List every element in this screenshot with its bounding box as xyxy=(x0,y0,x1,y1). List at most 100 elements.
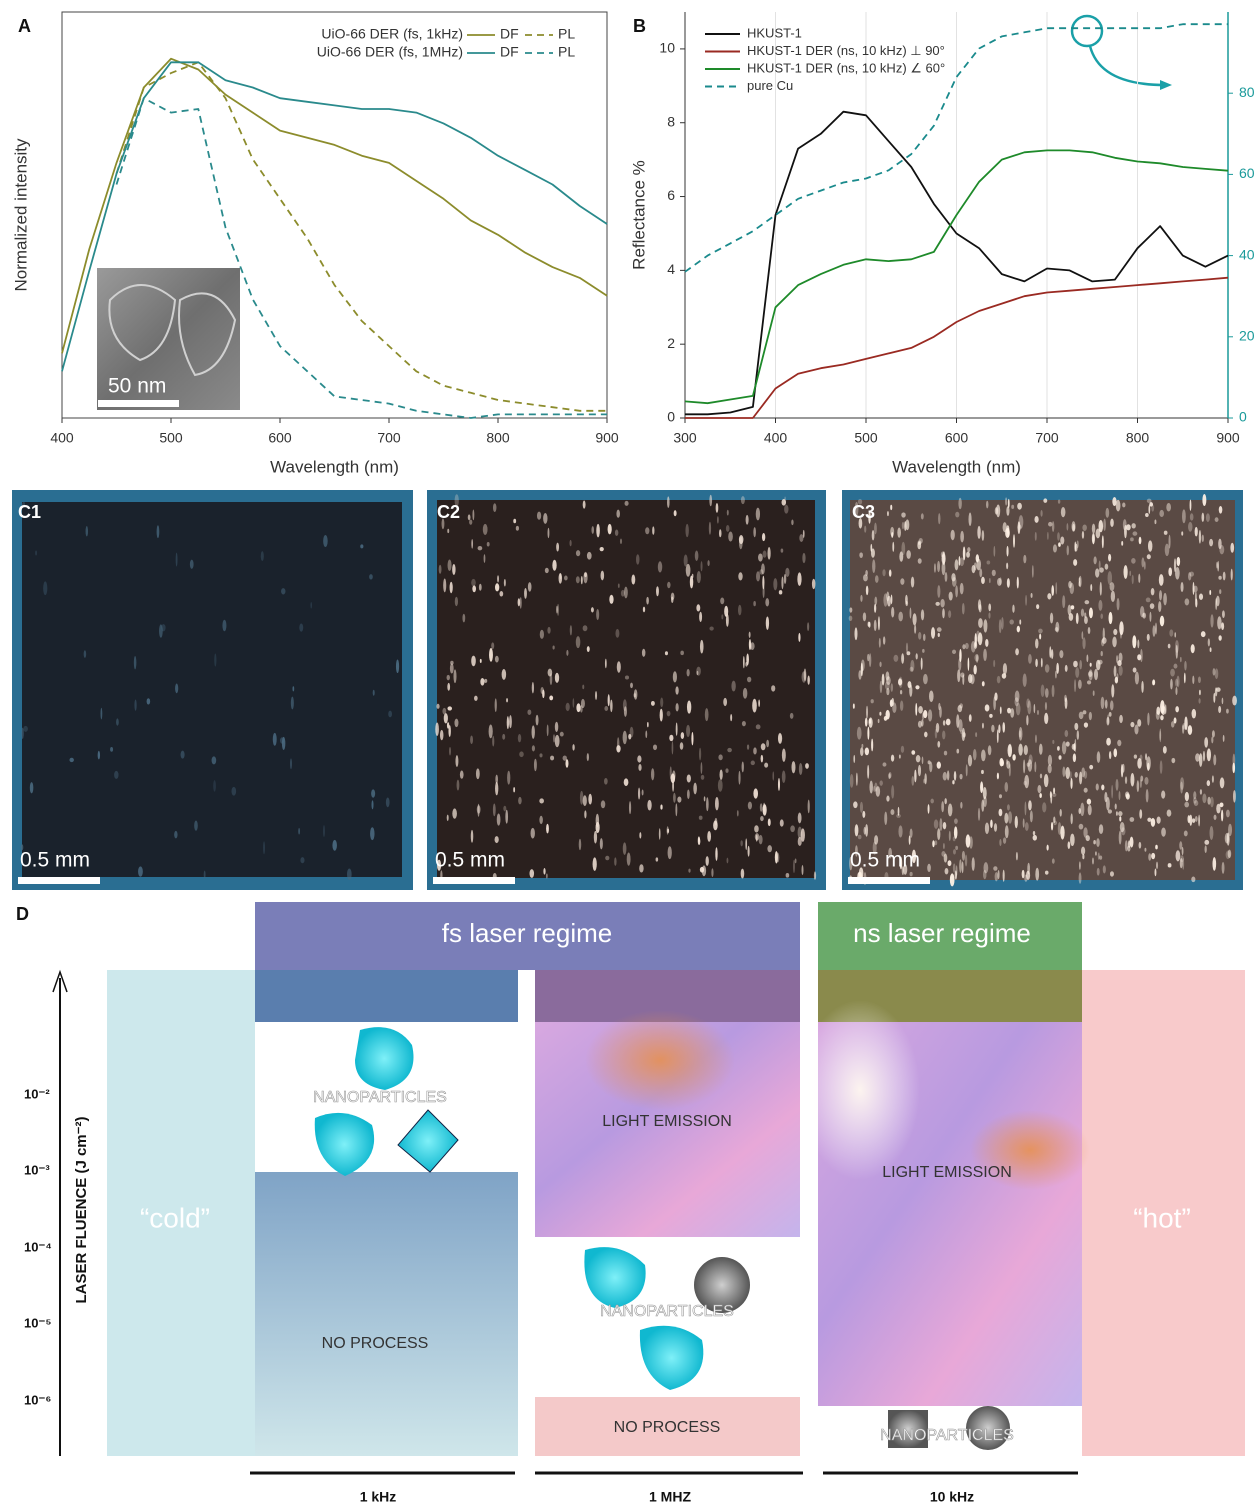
texture xyxy=(1135,672,1139,685)
texture xyxy=(955,585,958,597)
texture xyxy=(1022,870,1025,878)
texture xyxy=(1144,777,1148,785)
y-tick-label: 2 xyxy=(667,335,675,351)
texture xyxy=(676,723,678,736)
texture xyxy=(1028,800,1032,810)
texture xyxy=(953,836,956,841)
texture xyxy=(849,616,853,621)
texture xyxy=(1109,612,1113,624)
texture xyxy=(1213,693,1215,703)
texture xyxy=(973,665,976,675)
texture xyxy=(906,550,911,559)
texture xyxy=(786,873,790,878)
texture xyxy=(886,710,890,720)
texture xyxy=(889,570,892,577)
texture xyxy=(1140,606,1144,617)
texture xyxy=(966,552,970,558)
texture xyxy=(1176,850,1181,861)
texture xyxy=(869,717,873,728)
texture xyxy=(493,503,496,512)
texture xyxy=(1160,760,1163,774)
texture xyxy=(646,597,649,605)
texture xyxy=(593,857,597,871)
texture xyxy=(975,732,977,737)
texture xyxy=(555,722,558,732)
texture xyxy=(658,561,662,572)
texture xyxy=(688,869,690,873)
texture xyxy=(979,568,982,577)
texture xyxy=(916,755,921,762)
texture xyxy=(1130,722,1134,727)
texture xyxy=(1059,755,1062,760)
texture xyxy=(1000,706,1002,714)
texture xyxy=(891,755,894,762)
annotation-arrowhead xyxy=(1160,80,1172,90)
texture xyxy=(802,865,804,875)
texture xyxy=(959,774,962,780)
texture xyxy=(114,771,118,779)
texture xyxy=(447,675,450,680)
texture xyxy=(701,762,703,774)
texture xyxy=(1141,681,1144,693)
texture xyxy=(543,868,545,875)
column-band xyxy=(255,970,518,1022)
texture xyxy=(1067,523,1069,530)
panel-label: D xyxy=(16,904,29,924)
texture xyxy=(945,572,948,582)
texture xyxy=(675,803,677,816)
texture xyxy=(545,568,549,573)
texture xyxy=(697,671,699,675)
texture xyxy=(624,778,629,786)
texture xyxy=(495,698,497,712)
scale-bar-label: 0.5 mm xyxy=(850,849,920,872)
texture xyxy=(1034,516,1038,523)
texture xyxy=(1027,863,1030,875)
texture xyxy=(1097,751,1101,763)
texture xyxy=(973,749,977,760)
texture xyxy=(867,727,869,740)
y-axis-title: Reflectance % xyxy=(629,160,648,270)
texture xyxy=(605,659,607,669)
texture xyxy=(1074,679,1076,692)
texture xyxy=(1095,568,1099,577)
texture xyxy=(548,669,553,677)
texture xyxy=(1228,850,1232,859)
texture xyxy=(69,758,73,762)
texture xyxy=(531,828,535,839)
texture xyxy=(1155,869,1157,877)
texture xyxy=(1023,781,1027,786)
texture xyxy=(799,763,803,775)
texture xyxy=(1073,661,1078,668)
texture xyxy=(668,846,672,859)
texture xyxy=(928,760,931,764)
texture xyxy=(860,595,862,602)
texture xyxy=(1110,700,1114,710)
texture xyxy=(972,857,975,871)
texture xyxy=(580,791,583,805)
texture xyxy=(966,764,968,776)
texture xyxy=(1208,638,1210,646)
hot-label: “hot” xyxy=(1133,1202,1191,1233)
texture xyxy=(660,709,663,722)
texture xyxy=(455,755,458,767)
texture xyxy=(1184,717,1187,731)
texture xyxy=(879,780,882,785)
texture xyxy=(630,683,633,689)
texture xyxy=(625,675,629,679)
texture xyxy=(636,554,640,564)
texture xyxy=(867,765,869,779)
texture xyxy=(994,693,997,701)
texture xyxy=(615,530,618,536)
texture xyxy=(1002,722,1005,733)
texture xyxy=(721,614,723,619)
texture xyxy=(1071,813,1073,824)
texture xyxy=(499,591,503,597)
texture xyxy=(1195,527,1198,537)
zone-label: NANOPARTICLES xyxy=(880,1427,1014,1444)
texture xyxy=(999,577,1002,585)
texture xyxy=(84,650,87,658)
axis-tick-label: 10⁻⁴ xyxy=(24,1239,52,1254)
texture xyxy=(518,734,521,742)
x-tick-label: 300 xyxy=(673,430,697,446)
texture xyxy=(748,802,752,810)
